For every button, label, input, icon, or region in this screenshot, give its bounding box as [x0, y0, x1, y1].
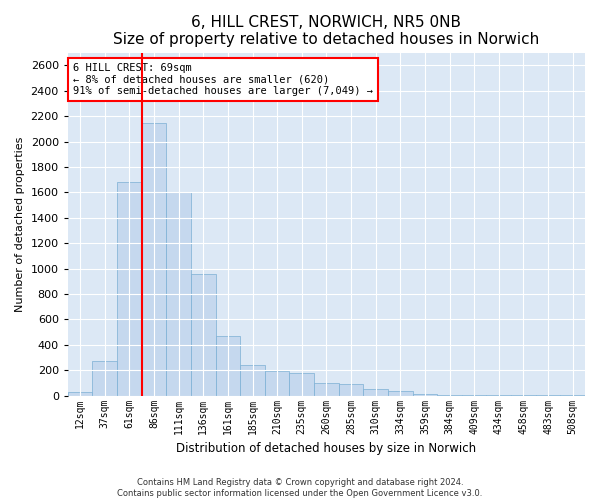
Bar [289, 374, 314, 396]
Bar [117, 182, 142, 396]
Bar [191, 274, 215, 396]
Bar [339, 384, 364, 396]
Bar [68, 392, 92, 396]
Bar [314, 383, 339, 396]
Bar [240, 365, 265, 396]
Y-axis label: Number of detached properties: Number of detached properties [15, 136, 25, 312]
Bar [388, 390, 413, 396]
Bar [462, 395, 487, 396]
X-axis label: Distribution of detached houses by size in Norwich: Distribution of detached houses by size … [176, 442, 476, 455]
Bar [92, 362, 117, 396]
Bar [215, 336, 240, 396]
Bar [364, 390, 388, 396]
Bar [265, 371, 289, 396]
Bar [413, 394, 437, 396]
Title: 6, HILL CREST, NORWICH, NR5 0NB
Size of property relative to detached houses in : 6, HILL CREST, NORWICH, NR5 0NB Size of … [113, 15, 539, 48]
Bar [487, 395, 511, 396]
Text: 6 HILL CREST: 69sqm
← 8% of detached houses are smaller (620)
91% of semi-detach: 6 HILL CREST: 69sqm ← 8% of detached hou… [73, 63, 373, 96]
Bar [166, 192, 191, 396]
Text: Contains HM Land Registry data © Crown copyright and database right 2024.
Contai: Contains HM Land Registry data © Crown c… [118, 478, 482, 498]
Bar [142, 122, 166, 396]
Bar [437, 394, 462, 396]
